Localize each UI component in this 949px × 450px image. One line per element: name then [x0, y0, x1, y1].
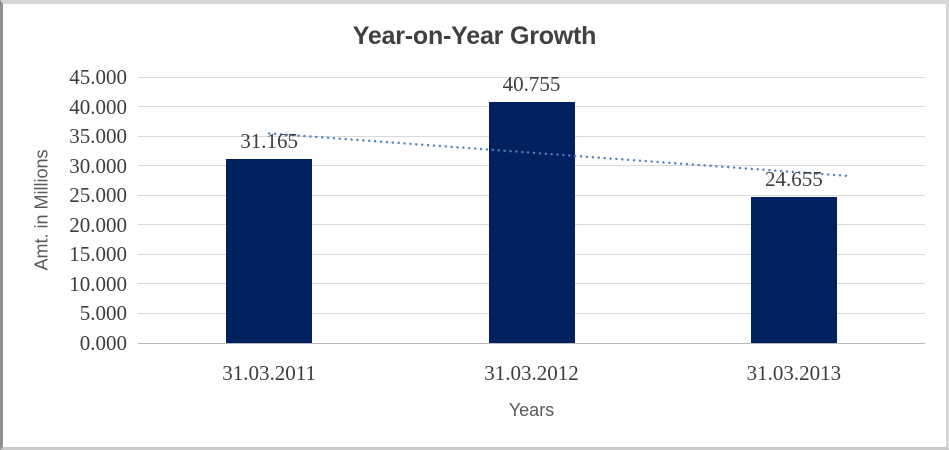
y-tick-label: 0.000	[79, 331, 127, 355]
y-tick-label: 40.000	[69, 94, 127, 119]
y-tick-label: 35.000	[69, 124, 127, 149]
y-tick-label: 45.000	[69, 65, 127, 89]
gridline	[138, 76, 925, 78]
bar-data-label: 24.655	[764, 167, 823, 192]
y-tick-label: 20.000	[69, 212, 127, 237]
y-axis-title: Amt. in Millions	[31, 149, 52, 271]
chart-title: Year-on-Year Growth	[352, 22, 597, 50]
x-tick-label: 31.03.2012	[484, 361, 579, 385]
y-tick-label: 5.000	[79, 301, 127, 326]
bar-data-label: 40.755	[502, 72, 561, 97]
x-tick-label: 31.03.2013	[746, 361, 842, 385]
bar	[488, 102, 575, 343]
y-tick-label: 10.000	[69, 271, 127, 296]
x-axis-title: Years	[508, 400, 555, 420]
x-axis-line	[138, 342, 925, 344]
y-tick-label: 25.000	[69, 183, 127, 208]
y-tick-label: 30.000	[69, 153, 127, 178]
bar	[750, 197, 837, 343]
bar	[226, 158, 313, 343]
bar-data-label: 31.165	[240, 128, 299, 153]
y-tick-label: 15.000	[69, 242, 127, 267]
x-tick-label: 31.03.2011	[222, 361, 317, 385]
